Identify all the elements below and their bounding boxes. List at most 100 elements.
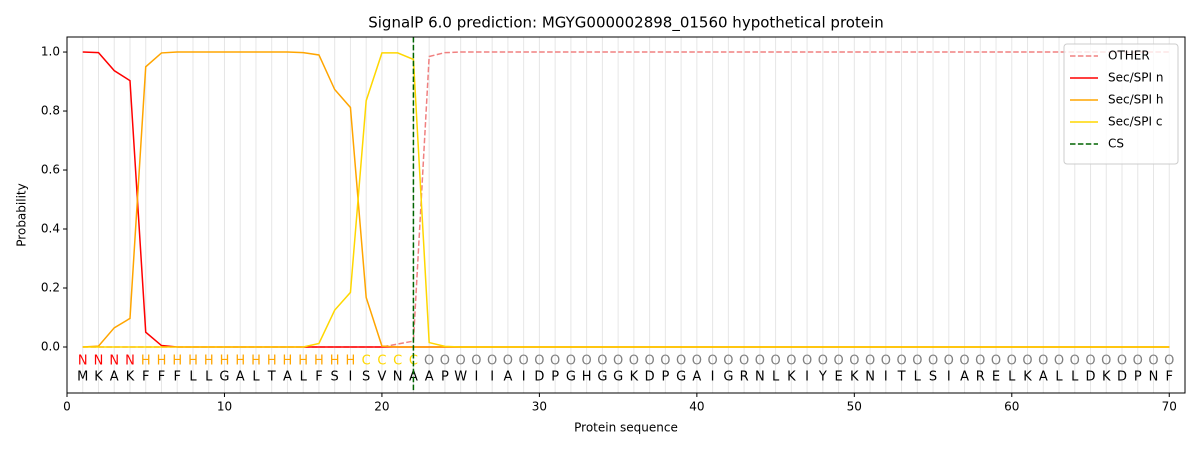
- residue-label: H: [220, 353, 230, 368]
- residue-label: O: [1085, 353, 1095, 368]
- residue: N: [865, 369, 875, 384]
- x-tick-label: 60: [1004, 400, 1019, 414]
- residue-label: O: [818, 353, 828, 368]
- residue-label: O: [534, 353, 544, 368]
- residue-label: H: [267, 353, 277, 368]
- residue-label: O: [550, 353, 560, 368]
- residue: D: [1086, 369, 1096, 384]
- residue: R: [740, 369, 749, 384]
- residue-label: O: [597, 353, 607, 368]
- residue-label: O: [928, 353, 938, 368]
- residue: L: [914, 369, 922, 384]
- y-tick-label: 0.8: [41, 104, 60, 118]
- y-tick-label: 0.0: [41, 339, 60, 353]
- residue-label: O: [1117, 353, 1127, 368]
- residue: D: [1117, 369, 1127, 384]
- residue-label: O: [1164, 353, 1174, 368]
- residue: G: [566, 369, 576, 384]
- residue-label: O: [424, 353, 434, 368]
- chart-title: SignalP 6.0 prediction: MGYG000002898_01…: [368, 14, 884, 33]
- residue-label: O: [676, 353, 686, 368]
- residue-label: O: [660, 353, 670, 368]
- residue: I: [522, 369, 526, 384]
- residue-label: O: [1148, 353, 1158, 368]
- residue: P: [551, 369, 559, 384]
- residue-label: C: [362, 353, 371, 368]
- legend-label: Sec/SPI n: [1108, 71, 1163, 85]
- residue: T: [267, 369, 276, 384]
- x-tick-label: 70: [1162, 400, 1177, 414]
- residue: I: [947, 369, 951, 384]
- residue-label: H: [188, 353, 198, 368]
- residue: Y: [818, 369, 827, 384]
- residue: K: [787, 369, 796, 384]
- residue-label: O: [975, 353, 985, 368]
- residue: W: [454, 369, 467, 384]
- residue-label: N: [78, 353, 88, 368]
- legend-label: CS: [1108, 137, 1124, 151]
- x-tick-label: 30: [532, 400, 547, 414]
- residue: L: [772, 369, 780, 384]
- residue: P: [441, 369, 449, 384]
- residue: D: [645, 369, 655, 384]
- residue-label: O: [692, 353, 702, 368]
- residue: E: [992, 369, 1000, 384]
- residue-label: O: [629, 353, 639, 368]
- plot-frame: [66, 36, 1186, 394]
- residue-label: O: [1133, 353, 1143, 368]
- residue-label: O: [519, 353, 529, 368]
- x-axis-label: Protein sequence: [574, 421, 678, 435]
- legend-label: OTHER: [1108, 49, 1150, 63]
- x-tick-label: 10: [217, 400, 232, 414]
- y-tick-label: 0.4: [41, 222, 60, 236]
- residue: H: [582, 369, 592, 384]
- residue: I: [805, 369, 809, 384]
- residue: N: [393, 369, 403, 384]
- residue-label: O: [865, 353, 875, 368]
- residue-label: C: [393, 353, 402, 368]
- residue: I: [349, 369, 353, 384]
- residue-label: O: [566, 353, 576, 368]
- residue-label: O: [991, 353, 1001, 368]
- residue: F: [315, 369, 322, 384]
- residue: D: [534, 369, 544, 384]
- residue-label: O: [755, 353, 765, 368]
- residue: G: [219, 369, 229, 384]
- residue: L: [300, 369, 308, 384]
- residue-label: O: [833, 353, 843, 368]
- residue: G: [723, 369, 733, 384]
- residue: A: [110, 369, 119, 384]
- residue: R: [976, 369, 985, 384]
- residue-label: O: [770, 353, 780, 368]
- residue-label: O: [645, 353, 655, 368]
- residue-label: O: [1022, 353, 1032, 368]
- residue: N: [755, 369, 765, 384]
- residue: G: [597, 369, 607, 384]
- residue: F: [173, 369, 180, 384]
- residue: L: [1055, 369, 1063, 384]
- x-tick-label: 40: [689, 400, 704, 414]
- residue-label: O: [582, 353, 592, 368]
- y-axis-label: Probability: [15, 183, 29, 246]
- residue-label: O: [959, 353, 969, 368]
- residue: A: [503, 369, 512, 384]
- residue-label: O: [487, 353, 497, 368]
- residue-label: O: [849, 353, 859, 368]
- residue-label: N: [109, 353, 119, 368]
- legend-label: Sec/SPI c: [1108, 115, 1162, 129]
- residue: K: [1023, 369, 1032, 384]
- residue-label: H: [157, 353, 167, 368]
- residue-label: H: [141, 353, 151, 368]
- residue: V: [377, 369, 386, 384]
- residue-label: O: [944, 353, 954, 368]
- residue: F: [158, 369, 165, 384]
- residue: F: [142, 369, 149, 384]
- residue-label: O: [440, 353, 450, 368]
- residue-label: H: [346, 353, 356, 368]
- x-tick-label: 0: [63, 400, 71, 414]
- residue: S: [331, 369, 339, 384]
- residue: L: [1008, 369, 1016, 384]
- residue: I: [884, 369, 888, 384]
- residue-label: O: [802, 353, 812, 368]
